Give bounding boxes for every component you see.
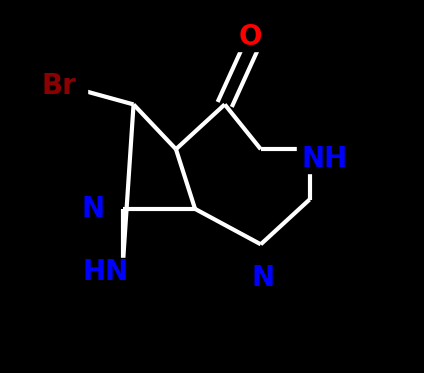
Bar (80, 195, 107, 223)
Bar (237, 23, 264, 51)
Text: N: N (82, 195, 105, 223)
Bar (32, 72, 87, 100)
Text: Br: Br (42, 72, 77, 100)
Bar (297, 145, 352, 172)
Bar (78, 258, 134, 286)
Text: N: N (251, 264, 274, 292)
Text: HN: HN (83, 258, 129, 286)
Text: NH: NH (301, 144, 348, 173)
Bar (249, 264, 277, 292)
Text: O: O (238, 23, 262, 51)
